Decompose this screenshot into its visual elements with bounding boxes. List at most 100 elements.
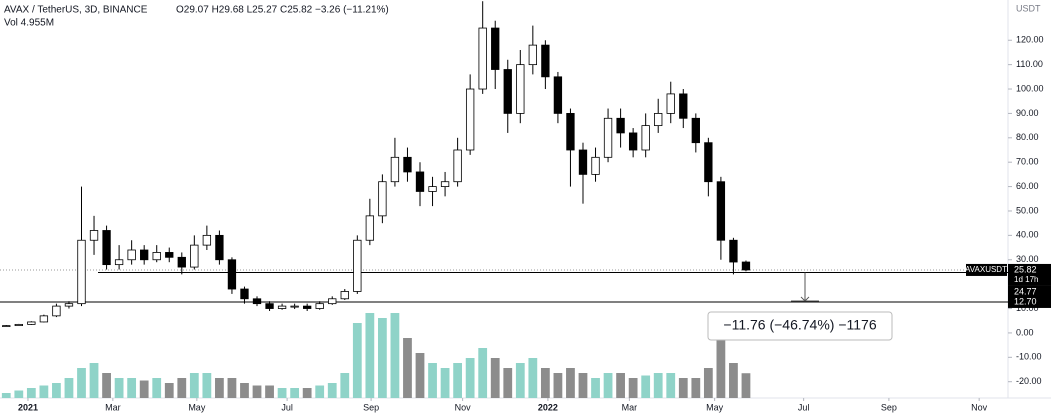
candle-body [628,132,638,151]
volume-bar [490,358,500,398]
candle-body [566,113,575,151]
volume-bar [89,363,99,398]
candle-body [603,117,613,158]
candle-body [440,181,450,187]
price-tag [1008,263,1051,286]
x-tick-label: Jul [281,402,293,412]
symbol-tag-label: AVAXUSDT [965,265,1007,274]
volume-bar [553,373,563,398]
volume-bar [352,323,362,398]
x-tick-label: Sep [363,402,379,412]
candle-body [478,27,487,90]
candle-body [691,117,700,144]
volume-bar [327,383,337,398]
candle-body [616,117,625,134]
candle-body [503,69,512,114]
candle-body [39,315,49,323]
x-tick-label: Mar [622,402,638,412]
volume-bar [26,388,36,398]
volume-bar [503,368,513,398]
volume-bar [315,385,325,398]
volume-bar [603,373,613,398]
volume-bar [102,373,111,398]
candle-body [215,234,224,261]
candle-body [415,171,425,192]
candle-body [2,325,11,328]
candle-body [77,239,86,305]
volume-bar [215,378,224,398]
volume-bar [277,388,287,398]
volume-bar [340,373,350,398]
volume-bar [252,385,262,398]
legend-ohlc: O29.07 H29.68 L25.27 C25.82 −3.26 (−11.2… [176,5,389,16]
y-tick-label: -20.00 [1016,376,1042,386]
candle-body [553,76,563,114]
y-tick-label: 30.00 [1016,254,1039,264]
y-tick-label: 90.00 [1016,108,1039,118]
level-tag-label: 24.77 [1014,286,1037,296]
x-tick-label: Mar [105,402,121,412]
candle-body [453,149,462,183]
volume-bar [453,363,462,398]
candle-body [89,230,99,241]
candle-body [541,44,550,78]
candle-body [340,291,349,300]
measure-box [707,311,893,341]
x-tick-label: Nov [455,402,472,412]
level-tag [1008,295,1051,308]
candle-body [114,259,124,266]
volume-bar [390,313,400,398]
candle-body [353,239,362,292]
y-tick-label: 80.00 [1016,132,1039,142]
x-tick-label: Sep [881,402,897,412]
candle-body [641,125,650,151]
candle-body [491,27,500,70]
volume-bar [189,373,199,398]
volume-bar [378,318,387,398]
price-tag-label: 25.82 [1014,264,1037,274]
volume-bar [77,368,86,398]
volume-bar [1,393,11,398]
volume-bar [39,385,49,398]
symbol-tag [966,263,1007,276]
countdown-label: 1d 17h [1014,275,1038,284]
volume-bar [127,378,137,398]
x-tick-label: Nov [971,402,988,412]
volume-bar [703,368,713,398]
candle-body [303,305,312,309]
candle-body [265,303,274,309]
candle-body [165,252,174,258]
y-tick-label: 100.00 [1016,83,1044,93]
candle-body [528,44,537,66]
x-tick-label: Jul [798,402,810,412]
y-tick-label: 40.00 [1016,230,1039,240]
candle-body [277,305,287,309]
volume-bar [729,363,738,398]
candle-body [177,256,186,268]
volume-bar [52,383,61,398]
volume-bar [578,373,588,398]
candle-body [428,186,437,192]
candle-body [152,252,161,261]
x-tick-label: 2022 [538,402,558,412]
candle-body [240,288,249,300]
candle-body [741,261,751,271]
candle-body [516,64,525,114]
volume-bar [164,383,174,398]
volume-bar [540,368,550,398]
candle-body [654,113,663,127]
y-tick-label: 60.00 [1016,181,1039,191]
volume-bar [741,373,751,398]
volume-bar [139,380,149,398]
candle-body [27,321,36,325]
candle-body [328,298,337,305]
volume-bar [365,313,375,398]
candle-body [365,215,375,241]
candle-body [227,259,237,290]
x-tick-label: 2021 [18,402,38,412]
volume-label: Vol 4.955M [4,18,54,29]
volume-bar [152,378,162,398]
level-tag-label: 12.70 [1014,296,1037,306]
